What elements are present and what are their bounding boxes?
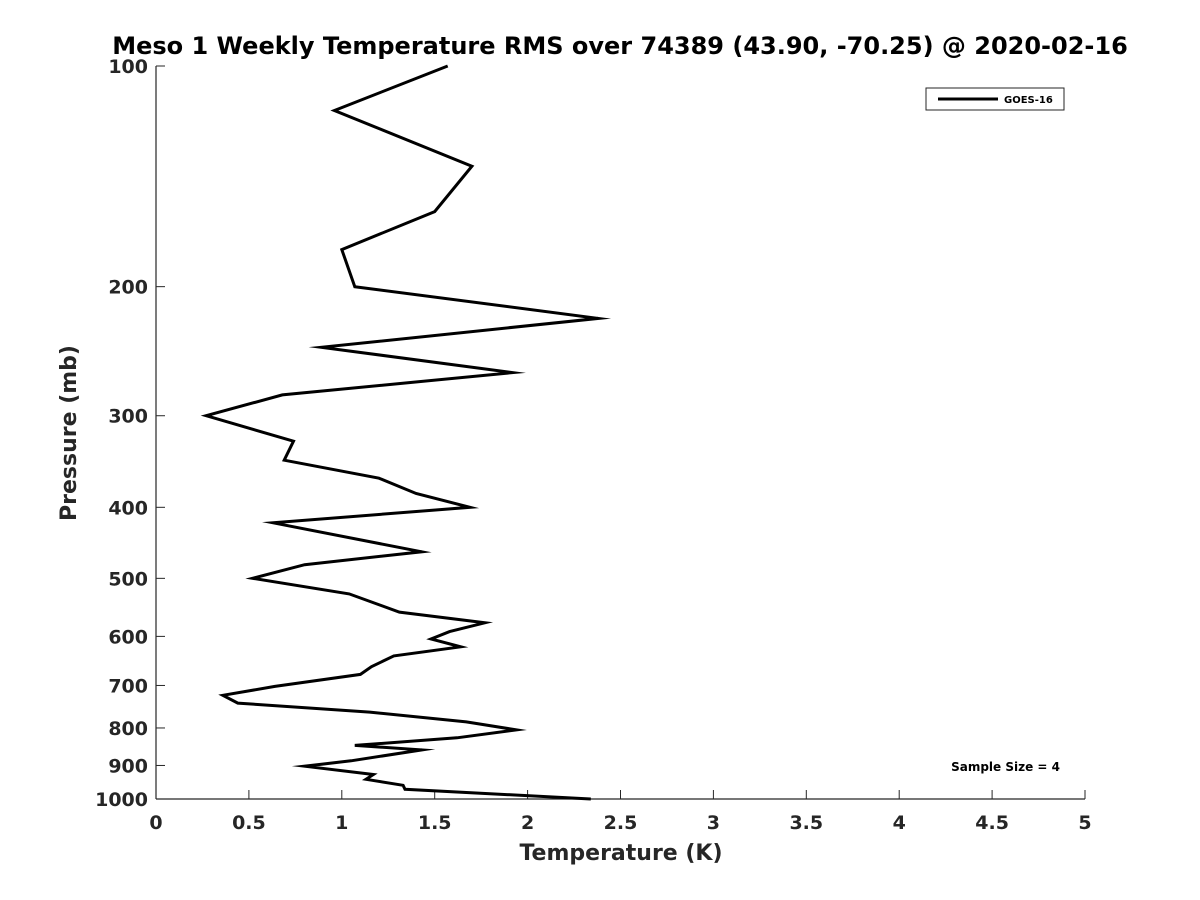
series-layer xyxy=(200,64,612,801)
sample-size-annotation: Sample Size = 4 xyxy=(951,760,1060,774)
x-tick-label: 3 xyxy=(707,812,720,834)
y-tick-label: 100 xyxy=(108,56,148,78)
x-tick-label: 2 xyxy=(521,812,534,834)
y-tick-label: 300 xyxy=(108,406,148,428)
x-tick-label: 5 xyxy=(1078,812,1091,834)
x-tick-label: 2.5 xyxy=(604,812,638,834)
axes: 0 0.5 1 1.5 2 2.5 3 3.5 4 4.5 5 100 200 300 400 500 600 7… xyxy=(95,56,1092,834)
x-tick-label: 1.5 xyxy=(418,812,452,834)
y-tick-label: 200 xyxy=(108,277,148,299)
x-tick-label: 4 xyxy=(893,812,906,834)
y-tick-label: 600 xyxy=(108,626,148,648)
series-line-goes-16 xyxy=(200,64,612,801)
x-tick-label: 0 xyxy=(149,812,162,834)
x-axis-label: Temperature (K) xyxy=(519,841,722,866)
y-tick-label: 1000 xyxy=(95,789,148,811)
x-tick-label: 0.5 xyxy=(232,812,266,834)
legend-label: GOES-16 xyxy=(1004,95,1053,106)
y-tick-label: 800 xyxy=(108,718,148,740)
legend: GOES-16 xyxy=(925,87,1065,111)
x-tick-label: 1 xyxy=(335,812,348,834)
y-axis-label: Pressure (mb) xyxy=(57,345,82,521)
x-tick-label: 3.5 xyxy=(789,812,823,834)
chart-title: Meso 1 Weekly Temperature RMS over 74389… xyxy=(112,32,1128,60)
y-tick-label: 500 xyxy=(108,568,148,590)
y-tick-label: 900 xyxy=(108,755,148,777)
x-tick-label: 4.5 xyxy=(975,812,1009,834)
y-tick-label: 700 xyxy=(108,675,148,697)
y-tick-label: 400 xyxy=(108,497,148,519)
